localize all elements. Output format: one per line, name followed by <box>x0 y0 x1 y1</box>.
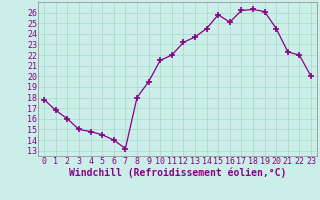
X-axis label: Windchill (Refroidissement éolien,°C): Windchill (Refroidissement éolien,°C) <box>69 168 286 178</box>
